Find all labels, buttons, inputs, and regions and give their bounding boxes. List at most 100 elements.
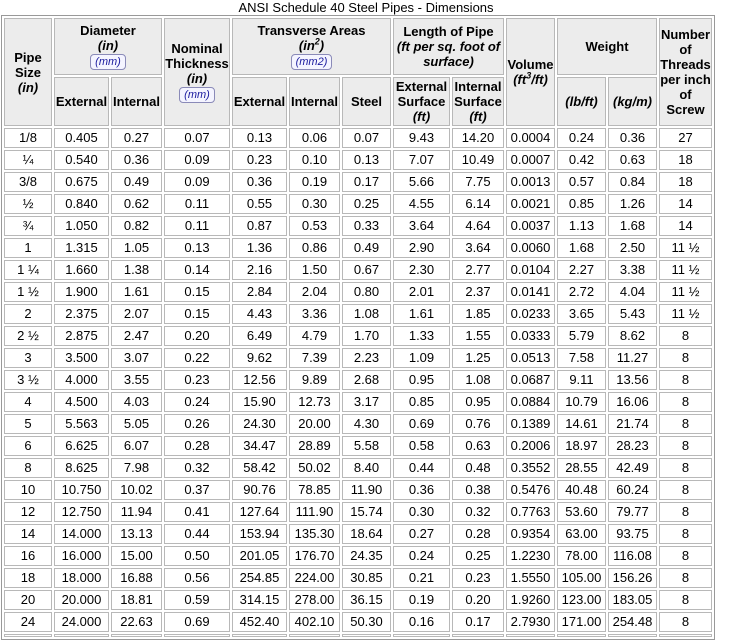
cell-weight-lbft: 0.57	[557, 172, 606, 192]
cell-length-internal-surface: 7.75	[452, 172, 504, 192]
cell-diameter-internal: 15.00	[111, 546, 162, 566]
cell-length-internal-surface: 1.85	[452, 304, 504, 324]
cell-pipe-size: 8	[4, 458, 52, 478]
cell-diameter-internal: 5.05	[111, 414, 162, 434]
cell-volume: 0.0233	[506, 304, 555, 324]
cell-nominal-thickness: 0.41	[164, 502, 230, 522]
cell-nominal-thickness: 0.24	[164, 392, 230, 412]
cell-empty	[54, 634, 109, 637]
cell-area-internal: 111.90	[289, 502, 340, 522]
cell-nominal-thickness: 0.20	[164, 326, 230, 346]
cell-length-internal-surface: 0.48	[452, 458, 504, 478]
cell-volume: 0.0013	[506, 172, 555, 192]
cell-pipe-size: 16	[4, 546, 52, 566]
header-diameter-internal: Internal	[111, 77, 162, 126]
cell-length-external-surface: 0.85	[393, 392, 450, 412]
cell-diameter-internal: 13.13	[111, 524, 162, 544]
cell-pipe-size: 12	[4, 502, 52, 522]
area-mm2-button[interactable]: (mm2)	[290, 54, 333, 70]
cell-area-steel: 4.30	[342, 414, 391, 434]
cell-area-steel: 3.17	[342, 392, 391, 412]
cell-threads: 8	[659, 480, 712, 500]
header-length-external-surface-label: External Surface	[395, 79, 448, 109]
cell-empty	[506, 634, 555, 637]
cell-area-external: 1.36	[232, 238, 287, 258]
cell-length-external-surface: 0.95	[393, 370, 450, 390]
cell-area-steel: 8.40	[342, 458, 391, 478]
cell-volume: 0.0060	[506, 238, 555, 258]
table-row: 3 3.500 3.07 0.22 9.62 7.39 2.23 1.09 1.25 0.0513…	[4, 348, 712, 368]
cell-nominal-thickness: 0.15	[164, 282, 230, 302]
table-row: 1 ½ 1.900 1.61 0.15 2.84 2.04 0.80 2.01 2.37 0.01…	[4, 282, 712, 302]
cell-diameter-internal: 3.55	[111, 370, 162, 390]
cell-area-steel: 1.70	[342, 326, 391, 346]
cell-threads: 8	[659, 370, 712, 390]
cell-weight-lbft: 5.79	[557, 326, 606, 346]
cell-volume: 2.7930	[506, 612, 555, 632]
cell-diameter-external: 0.540	[54, 150, 109, 170]
cell-empty	[111, 634, 162, 637]
cell-nominal-thickness: 0.13	[164, 238, 230, 258]
cell-diameter-external: 14.000	[54, 524, 109, 544]
header-transverse-areas: Transverse Areas (in2) (mm2)	[232, 18, 391, 75]
cell-area-steel: 0.25	[342, 194, 391, 214]
cell-weight-lbft: 3.65	[557, 304, 606, 324]
cell-length-internal-surface: 0.25	[452, 546, 504, 566]
cell-threads: 8	[659, 348, 712, 368]
cell-area-steel: 18.64	[342, 524, 391, 544]
cell-diameter-internal: 1.61	[111, 282, 162, 302]
header-transverse-areas-label: Transverse Areas	[257, 23, 366, 38]
cell-weight-lbft: 14.61	[557, 414, 606, 434]
header-area-external: External	[232, 77, 287, 126]
cell-diameter-internal: 0.36	[111, 150, 162, 170]
cell-volume: 0.5476	[506, 480, 555, 500]
cell-length-internal-surface: 6.14	[452, 194, 504, 214]
header-area-steel: Steel	[342, 77, 391, 126]
cell-length-external-surface: 1.33	[393, 326, 450, 346]
cell-volume: 0.0021	[506, 194, 555, 214]
cell-pipe-size: 1 ½	[4, 282, 52, 302]
cell-volume: 0.0333	[506, 326, 555, 346]
cell-diameter-internal: 7.98	[111, 458, 162, 478]
cell-threads: 8	[659, 502, 712, 522]
cell-area-internal: 0.10	[289, 150, 340, 170]
header-area-internal: Internal	[289, 77, 340, 126]
cell-weight-kgm: 28.23	[608, 436, 657, 456]
diameter-mm-button[interactable]: (mm)	[90, 54, 126, 70]
cell-diameter-external: 10.750	[54, 480, 109, 500]
cell-area-steel: 2.68	[342, 370, 391, 390]
cell-length-external-surface: 0.30	[393, 502, 450, 522]
cell-weight-lbft: 53.60	[557, 502, 606, 522]
cell-volume: 0.0884	[506, 392, 555, 412]
cell-nominal-thickness: 0.44	[164, 524, 230, 544]
table-row: 2 ½ 2.875 2.47 0.20 6.49 4.79 1.70 1.33 1.55 0.03…	[4, 326, 712, 346]
cell-weight-kgm: 116.08	[608, 546, 657, 566]
cell-area-internal: 278.00	[289, 590, 340, 610]
header-length-external-surface-unit: (ft)	[412, 109, 431, 124]
cell-area-external: 34.47	[232, 436, 287, 456]
cell-length-external-surface: 3.64	[393, 216, 450, 236]
cell-area-external: 201.05	[232, 546, 287, 566]
table-row: 1 ¼ 1.660 1.38 0.14 2.16 1.50 0.67 2.30 2.77 0.01…	[4, 260, 712, 280]
header-weight-kgm: (kg/m)	[608, 77, 657, 126]
cell-area-steel: 0.33	[342, 216, 391, 236]
cell-empty	[289, 634, 340, 637]
cell-length-external-surface: 0.69	[393, 414, 450, 434]
cell-volume: 1.5550	[506, 568, 555, 588]
cell-nominal-thickness: 0.37	[164, 480, 230, 500]
cell-area-internal: 0.19	[289, 172, 340, 192]
cell-diameter-external: 0.840	[54, 194, 109, 214]
cell-area-steel: 11.90	[342, 480, 391, 500]
cell-area-external: 452.40	[232, 612, 287, 632]
cell-weight-kgm: 60.24	[608, 480, 657, 500]
volume-unit-close: /ft)	[531, 72, 548, 87]
cell-length-external-surface: 2.01	[393, 282, 450, 302]
cell-area-external: 0.55	[232, 194, 287, 214]
cell-weight-kgm: 1.26	[608, 194, 657, 214]
header-volume-label: Volume	[507, 57, 554, 72]
cell-pipe-size: 2 ½	[4, 326, 52, 346]
cell-weight-kgm: 93.75	[608, 524, 657, 544]
cell-diameter-external: 24.000	[54, 612, 109, 632]
thickness-mm-button[interactable]: (mm)	[179, 87, 215, 103]
cell-weight-lbft: 18.97	[557, 436, 606, 456]
